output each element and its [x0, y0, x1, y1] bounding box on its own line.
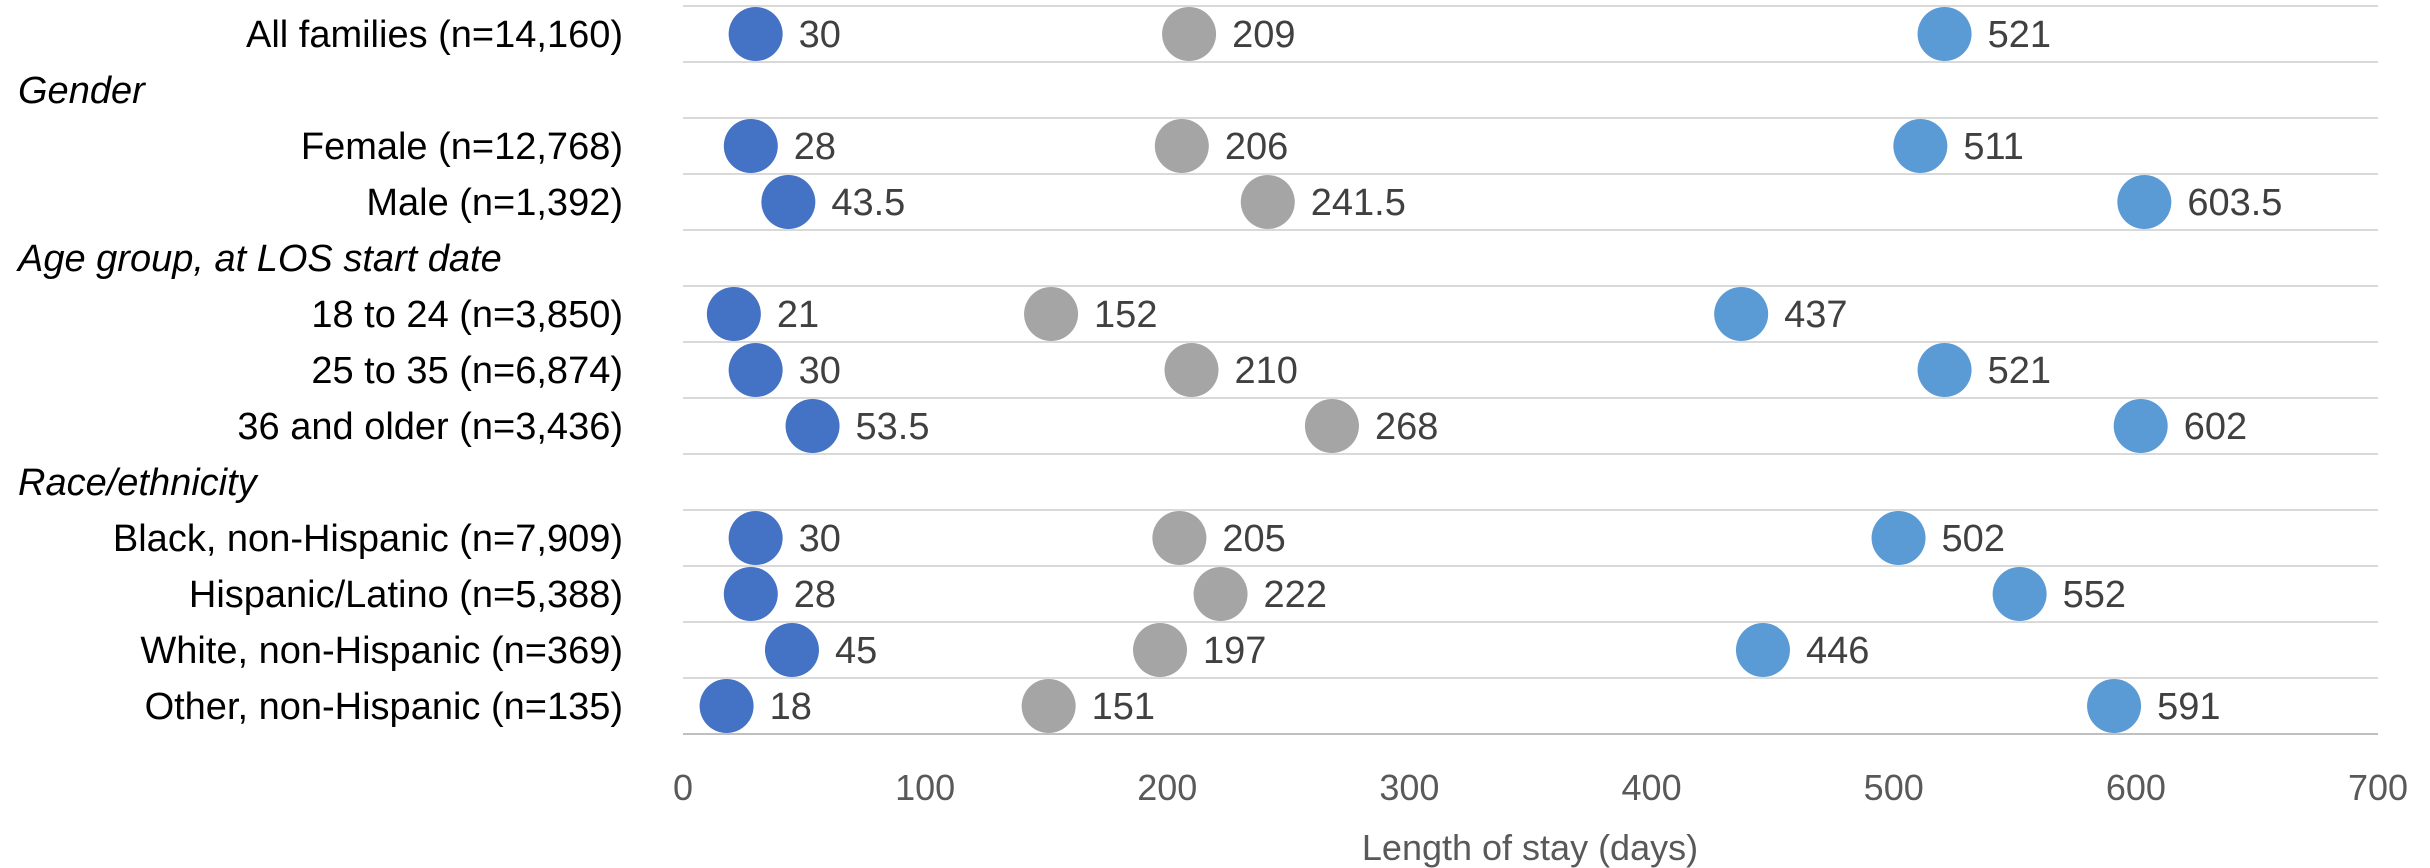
data-label: 197 — [1203, 630, 1266, 672]
data-label: 30 — [799, 518, 841, 560]
row-labels: All families (n=14,160) Gender Female (n=1… — [16, 14, 623, 728]
data-point — [2117, 175, 2172, 229]
category-label: Black, non-Hispanic (n=7,909) — [113, 518, 623, 560]
data-label: 151 — [1092, 686, 1155, 728]
data-point — [723, 119, 778, 173]
category-label: 25 to 35 (n=6,874) — [311, 350, 623, 392]
data-label: 21 — [777, 294, 819, 336]
data-label: 53.5 — [856, 406, 930, 448]
data-label: 602 — [2184, 406, 2247, 448]
data-point — [1917, 7, 1972, 61]
x-axis-title: Length of stay (days) — [1362, 827, 1698, 868]
data-point — [1024, 287, 1079, 341]
data-point — [1133, 623, 1188, 677]
data-label: 209 — [1232, 14, 1295, 56]
data-label: 521 — [1988, 350, 2051, 392]
data-label: 241.5 — [1311, 182, 1406, 224]
data-point — [1021, 679, 1076, 733]
data-label: 206 — [1225, 126, 1288, 168]
category-label: White, non-Hispanic (n=369) — [140, 630, 623, 672]
x-tick-label: 200 — [1137, 767, 1197, 808]
data-point — [764, 623, 819, 677]
data-label: 446 — [1806, 630, 1869, 672]
category-label: All families (n=14,160) — [246, 14, 623, 56]
category-label: 18 to 24 (n=3,850) — [311, 294, 623, 336]
data-point — [728, 343, 783, 397]
x-tick-label: 300 — [1379, 767, 1439, 808]
data-label: 521 — [1988, 14, 2051, 56]
data-label: 222 — [1264, 574, 1327, 616]
data-label: 210 — [1235, 350, 1298, 392]
data-label: 28 — [794, 574, 836, 616]
x-tick-label: 400 — [1622, 767, 1682, 808]
category-label: 36 and older (n=3,436) — [237, 406, 623, 448]
data-point — [1162, 7, 1217, 61]
data-label: 591 — [2157, 686, 2220, 728]
data-label: 152 — [1094, 294, 1157, 336]
data-point — [723, 567, 778, 621]
data-label: 437 — [1784, 294, 1847, 336]
data-label: 205 — [1222, 518, 1285, 560]
data-point — [1152, 511, 1207, 565]
data-point — [761, 175, 816, 229]
section-label: Race/ethnicity — [18, 462, 259, 504]
data-point — [1917, 343, 1972, 397]
data-label: 511 — [1963, 126, 2024, 168]
data-point — [1193, 567, 1248, 621]
data-point — [1871, 511, 1926, 565]
data-label: 268 — [1375, 406, 1438, 448]
data-label: 45 — [835, 630, 877, 672]
data-point — [699, 679, 754, 733]
data-point — [1154, 119, 1209, 173]
data-label: 502 — [1942, 518, 2005, 560]
data-label: 552 — [2063, 574, 2126, 616]
data-label: 28 — [794, 126, 836, 168]
data-point — [1893, 119, 1948, 173]
category-label: Hispanic/Latino (n=5,388) — [189, 574, 623, 616]
data-label: 603.5 — [2187, 182, 2282, 224]
data-label: 30 — [799, 14, 841, 56]
data-point — [1714, 287, 1769, 341]
points-layer — [699, 7, 2172, 733]
data-label: 18 — [770, 686, 812, 728]
data-point — [728, 511, 783, 565]
data-point — [1164, 343, 1219, 397]
data-point — [785, 399, 840, 453]
data-point — [728, 7, 783, 61]
data-point — [1304, 399, 1359, 453]
data-point — [706, 287, 761, 341]
x-tick-label: 100 — [895, 767, 955, 808]
x-tick-label: 0 — [673, 767, 693, 808]
data-point — [1240, 175, 1295, 229]
section-label: Gender — [18, 70, 146, 112]
data-point — [1992, 567, 2047, 621]
category-label: Female (n=12,768) — [301, 126, 623, 168]
section-label: Age group, at LOS start date — [16, 238, 502, 280]
x-tick-label: 700 — [2348, 767, 2408, 808]
category-label: Male (n=1,392) — [366, 182, 623, 224]
data-label: 30 — [799, 350, 841, 392]
x-tick-label: 500 — [1864, 767, 1924, 808]
value-labels: 30 209 521 28 206 511 43.5 241.5 603.5 21 152 437 30… — [770, 14, 2283, 728]
x-axis: 0 100 200 300 400 500 600 700 — [673, 767, 2408, 808]
data-point — [2087, 679, 2142, 733]
data-point — [2113, 399, 2168, 453]
grid-layer — [683, 5, 2378, 735]
x-tick-label: 600 — [2106, 767, 2166, 808]
data-point — [1735, 623, 1790, 677]
data-label: 43.5 — [831, 182, 905, 224]
category-label: Other, non-Hispanic (n=135) — [145, 686, 623, 728]
